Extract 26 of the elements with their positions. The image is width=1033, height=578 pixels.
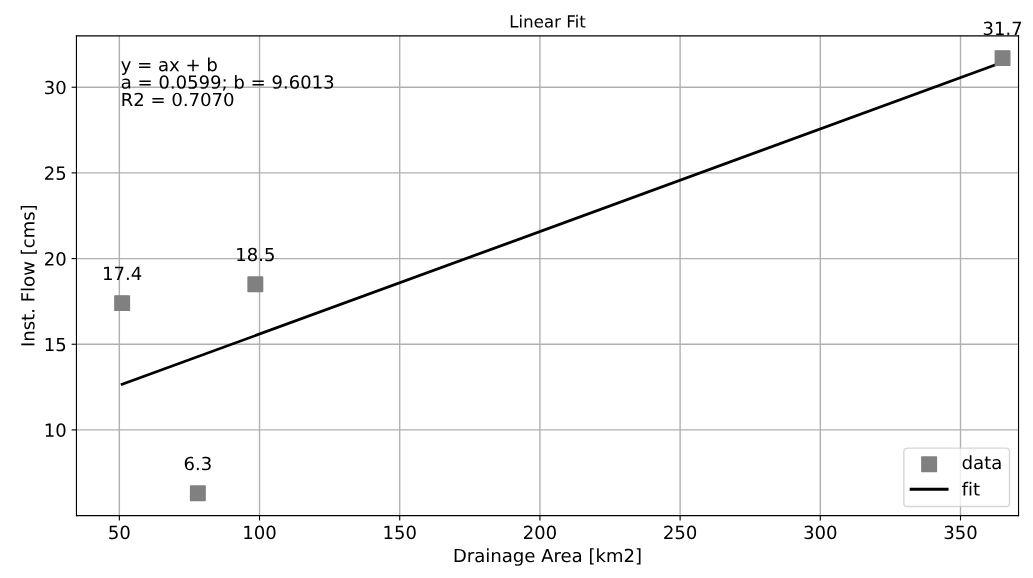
legend-label: fit (962, 481, 980, 496)
y-tick-label: 30 (45, 80, 66, 95)
x-tick-label: 50 (109, 525, 130, 540)
x-tick-label: 200 (524, 525, 556, 540)
y-tick-label: 15 (45, 337, 66, 352)
x-tick-label: 350 (944, 525, 977, 540)
x-tick-label: 100 (244, 525, 276, 540)
chart-title: Linear Fit (510, 14, 586, 28)
y-tick-label: 20 (45, 252, 66, 266)
legend-label: data (962, 455, 1001, 470)
point (114, 295, 131, 312)
y-tick-label: 10 (45, 423, 66, 438)
data-label: 31.7 (983, 21, 1022, 36)
data-label: 6.3 (184, 456, 211, 471)
data-label: 18.5 (237, 247, 274, 262)
x-tick-label: 150 (384, 525, 416, 540)
point (994, 50, 1011, 67)
y-axis-title: Inst. Flow [cms] (20, 205, 37, 346)
data-label: 17.4 (104, 266, 142, 280)
x-tick-label: 300 (804, 525, 837, 540)
x-axis-title: Drainage Area [km2] (454, 548, 641, 566)
x-tick-label: 250 (664, 525, 697, 540)
annotation: y = ax + b a = 0.0599; b = 9.6013 R2 = 0.7070 (121, 57, 334, 107)
point (247, 276, 264, 293)
y-tick-label: 25 (45, 166, 66, 181)
point (189, 485, 206, 502)
